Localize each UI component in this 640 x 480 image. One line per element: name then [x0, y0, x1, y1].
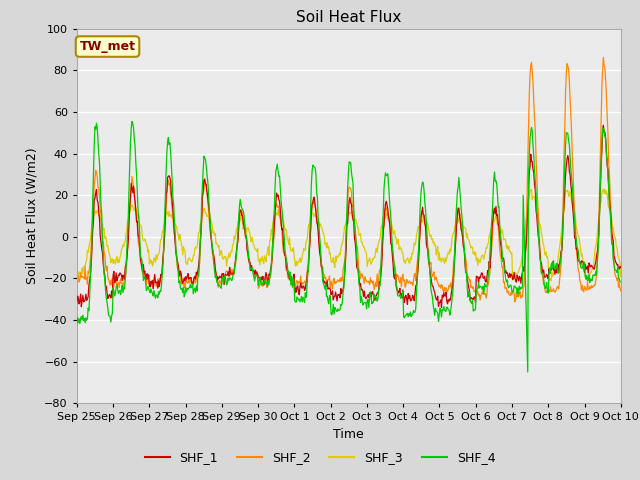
SHF_3 [73, 276, 81, 281]
Line: SHF_1: SHF_1 [77, 125, 621, 307]
SHF_4 [195, 273, 202, 279]
SHF_3 [83, 258, 90, 264]
Line: SHF_2: SHF_2 [77, 58, 621, 302]
SHF_2 [139, 270, 147, 276]
SHF_1 [194, 268, 202, 274]
SHF_3 [617, 274, 625, 280]
SHF_3 [223, 263, 230, 269]
Text: TW_met: TW_met [79, 40, 136, 53]
SHF_3 [547, 277, 555, 283]
SHF_4 [140, 277, 147, 283]
SHF_2 [73, 273, 81, 278]
SHF_2 [511, 299, 518, 305]
Line: SHF_4: SHF_4 [77, 121, 621, 372]
Title: Soil Heat Flux: Soil Heat Flux [296, 10, 401, 25]
SHF_1 [73, 300, 81, 305]
SHF_2 [223, 268, 230, 274]
SHF_1 [431, 289, 438, 295]
SHF_1 [139, 269, 147, 275]
SHF_1 [223, 273, 230, 278]
SHF_1 [617, 264, 625, 270]
SHF_2 [600, 55, 607, 60]
SHF_2 [415, 245, 422, 251]
SHF_2 [617, 288, 625, 294]
SHF_3 [139, 236, 147, 241]
Legend: SHF_1, SHF_2, SHF_3, SHF_4: SHF_1, SHF_2, SHF_3, SHF_4 [140, 446, 500, 469]
SHF_4 [524, 369, 532, 375]
SHF_3 [600, 186, 607, 192]
SHF_4 [431, 305, 439, 311]
X-axis label: Time: Time [333, 428, 364, 441]
SHF_3 [431, 242, 438, 248]
SHF_1 [438, 304, 445, 310]
SHF_4 [617, 279, 625, 285]
SHF_4 [128, 119, 136, 124]
SHF_4 [83, 317, 90, 323]
SHF_2 [194, 274, 202, 279]
Line: SHF_3: SHF_3 [77, 189, 621, 280]
SHF_2 [83, 275, 90, 281]
SHF_1 [600, 122, 607, 128]
SHF_4 [73, 321, 81, 327]
SHF_3 [415, 224, 422, 230]
Y-axis label: Soil Heat Flux (W/m2): Soil Heat Flux (W/m2) [26, 148, 38, 284]
SHF_2 [431, 277, 438, 283]
SHF_4 [223, 280, 231, 286]
SHF_1 [415, 254, 422, 260]
SHF_3 [194, 238, 202, 243]
SHF_4 [416, 221, 424, 227]
SHF_1 [83, 298, 90, 303]
